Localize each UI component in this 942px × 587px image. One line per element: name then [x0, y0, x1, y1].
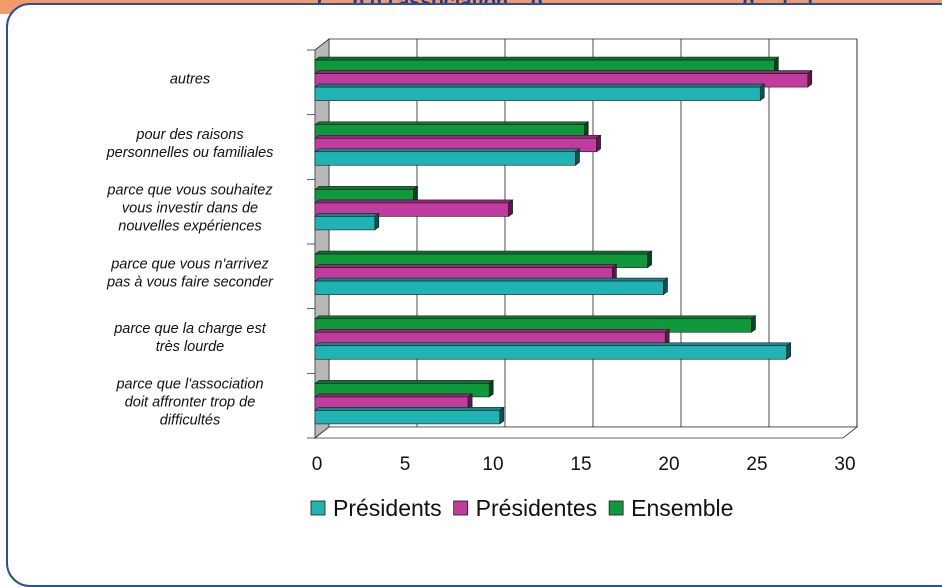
legend-label: Présidents — [333, 495, 442, 521]
bar-prsidents-5 — [314, 406, 505, 425]
bar-ensemble-3 — [314, 250, 653, 269]
category-label: parce que vous n'arrivez — [110, 256, 269, 272]
legend-label: Ensemble — [631, 495, 733, 521]
plot-floor — [313, 426, 859, 439]
category-label: parce que vous souhaitez — [106, 183, 273, 199]
bar-prsidentes-1 — [314, 134, 602, 153]
bar-prsidentes-5 — [314, 393, 474, 412]
legend-swatch — [608, 500, 624, 516]
bar-prsidentes-2 — [314, 199, 514, 218]
x-tick-label: 20 — [658, 454, 679, 475]
bar-prsidents-2 — [314, 212, 380, 231]
bar-chart: autres pour des raisons personnelles ou fa… — [106, 38, 859, 521]
category-label: pas à vous faire seconder — [106, 274, 274, 290]
category-label: autres — [170, 71, 210, 87]
bar-ensemble-4 — [314, 315, 757, 333]
legend-label: Présidentes — [476, 495, 597, 521]
x-tick-label: 0 — [312, 454, 323, 475]
bar-ensemble-1 — [314, 121, 590, 139]
bar-ensemble-2 — [314, 185, 419, 204]
bar-prsidentes-3 — [314, 263, 618, 282]
legend-swatch — [453, 500, 469, 516]
x-tick-label: 5 — [400, 454, 411, 475]
bar-prsidents-4 — [314, 342, 792, 360]
x-tick-label: 25 — [746, 454, 767, 475]
category-label: parce que la charge est — [113, 321, 267, 337]
bar-prsidentes-0 — [314, 69, 813, 88]
bar-ensemble-5 — [314, 379, 495, 398]
category-label: vous investir dans de — [122, 201, 258, 217]
legend-swatch — [310, 500, 326, 516]
category-label: difficultés — [160, 413, 220, 429]
bar-prsidentes-4 — [314, 328, 671, 347]
bar-prsidents-1 — [314, 148, 581, 166]
category-label: très lourde — [156, 339, 225, 355]
category-label: nouvelles expériences — [118, 219, 261, 235]
category-label: pour des raisons — [135, 127, 243, 143]
x-tick-label: 15 — [570, 454, 591, 475]
bar-prsidents-3 — [314, 277, 669, 296]
bar-ensemble-0 — [314, 56, 780, 75]
category-label: parce que l'association — [115, 377, 263, 393]
category-label: doit affronter trop de — [125, 395, 256, 411]
x-tick-label: 30 — [834, 454, 855, 475]
x-tick-label: 10 — [482, 454, 503, 475]
category-label: personnelles ou familiales — [106, 145, 274, 161]
bar-prsidents-0 — [314, 83, 766, 102]
